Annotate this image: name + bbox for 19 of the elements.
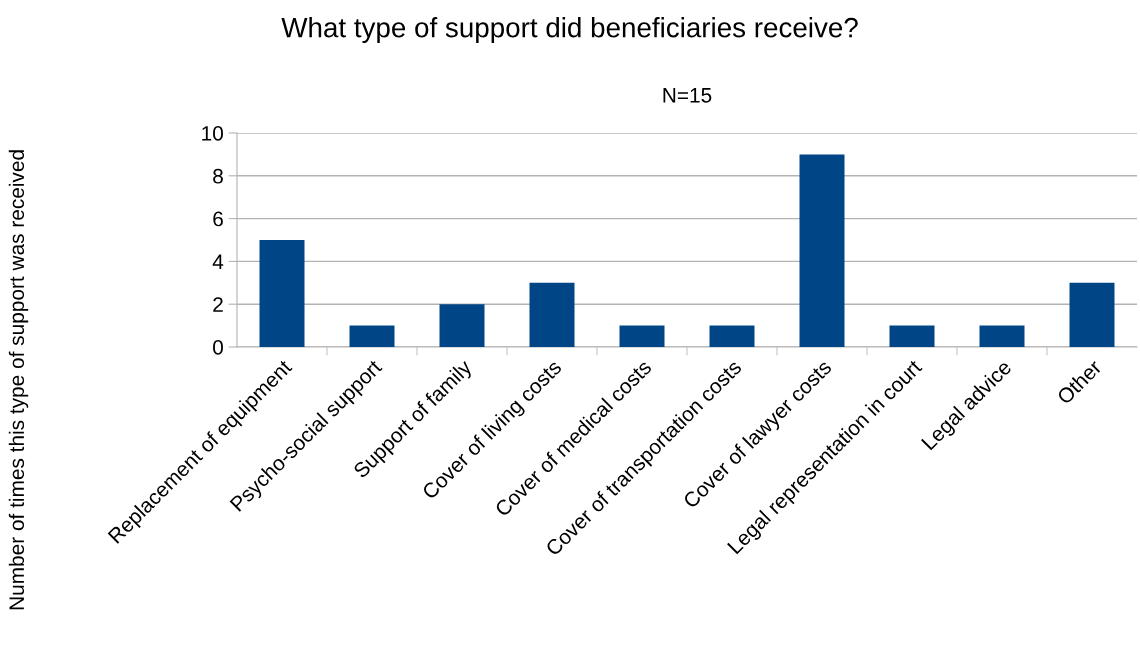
bar	[1069, 282, 1115, 347]
chart-subtitle: N=15	[663, 88, 712, 103]
y-tick-label: 0	[213, 340, 223, 355]
bar	[709, 325, 755, 347]
chart-title: What type of support did beneficiaries receive?	[281, 17, 858, 43]
y-axis-title: Number of times this type of support was received	[8, 150, 29, 610]
bar	[349, 325, 395, 347]
bar	[979, 325, 1025, 347]
bar	[529, 282, 575, 347]
bar	[439, 304, 485, 347]
y-tick-label: 10	[202, 126, 223, 141]
bar	[619, 325, 665, 347]
y-tick-label: 6	[213, 211, 223, 227]
y-tick-label: 8	[213, 168, 223, 184]
bar	[889, 325, 935, 347]
y-tick-label: 2	[213, 297, 223, 312]
bar	[799, 154, 845, 347]
bar	[259, 240, 305, 347]
y-tick-label: 4	[212, 254, 224, 269]
